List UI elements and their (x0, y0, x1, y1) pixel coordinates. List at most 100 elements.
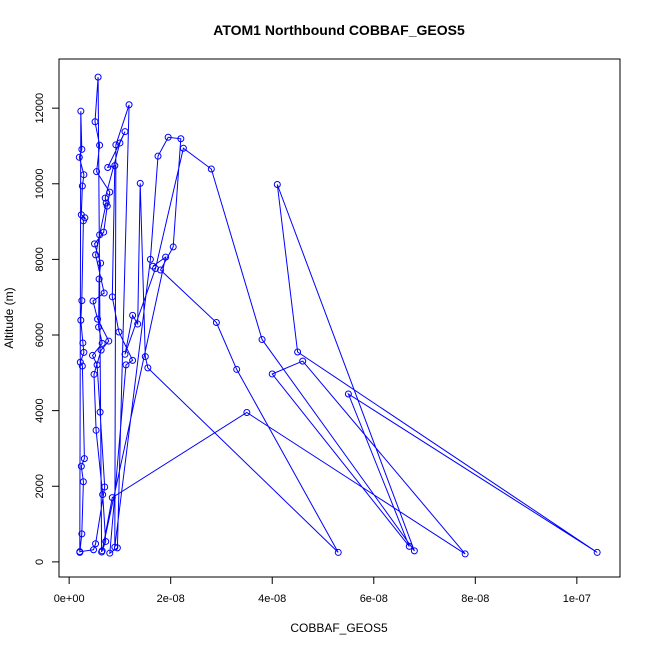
data-point (157, 266, 165, 274)
data-point (162, 253, 170, 261)
data-point (134, 320, 142, 328)
data-point (78, 182, 86, 190)
data-point (106, 188, 114, 196)
data-point (97, 346, 105, 354)
data-point (96, 231, 104, 239)
data-point (80, 455, 88, 463)
data-point (116, 139, 124, 147)
data-point (294, 348, 302, 356)
data-point (95, 323, 103, 331)
data-point (99, 491, 107, 499)
data-point (593, 548, 601, 556)
data-point (108, 293, 116, 301)
y-tick-label: 6000 (34, 323, 46, 347)
data-point (136, 179, 144, 187)
y-axis-title: Altitude (m) (2, 287, 16, 348)
y-tick-label: 8000 (34, 247, 46, 271)
data-point (115, 328, 123, 336)
data-point (111, 162, 119, 170)
data-point (90, 370, 98, 378)
data-point (212, 319, 220, 327)
data-point (410, 547, 418, 555)
data-point (112, 141, 120, 149)
data-point (149, 262, 157, 270)
data-point (154, 152, 162, 160)
data-point (102, 199, 110, 207)
data-point (111, 543, 119, 551)
data-point (299, 357, 307, 365)
data-point (77, 211, 85, 219)
data-point (77, 316, 85, 324)
data-point (75, 153, 83, 161)
data-point (108, 494, 116, 502)
data-point (93, 361, 101, 369)
data-point (102, 537, 110, 545)
data-point (121, 128, 129, 136)
data-point (78, 145, 86, 153)
x-tick-label: 6e-08 (360, 593, 388, 605)
data-point (79, 478, 87, 486)
data-point (129, 311, 137, 319)
data-point (164, 133, 172, 141)
data-point (76, 548, 84, 556)
y-tick-label: 10000 (34, 168, 46, 199)
data-point (97, 259, 105, 267)
data-point (89, 351, 97, 359)
data-point (92, 251, 100, 259)
data-point (344, 390, 352, 398)
data-point (177, 135, 185, 143)
y-tick-label: 2000 (34, 474, 46, 498)
data-point (77, 462, 85, 470)
data-point (92, 426, 100, 434)
x-axis: 0e+00 2e-08 4e-08 6e-08 8e-08 1e-07 (54, 576, 591, 605)
data-point (405, 542, 413, 550)
x-tick-label: 2e-08 (157, 593, 185, 605)
data-point (169, 243, 177, 251)
data-point (91, 240, 99, 248)
data-point (94, 315, 102, 323)
y-axis: 0 2000 4000 6000 8000 10000 12000 (34, 93, 60, 565)
data-point (76, 358, 84, 366)
data-point (78, 362, 86, 370)
data-point (98, 339, 106, 347)
data-point (101, 194, 109, 202)
data-point (98, 547, 106, 555)
data-point (125, 101, 133, 109)
series-line (78, 77, 598, 555)
data-point (268, 370, 276, 378)
y-tick-label: 0 (34, 559, 46, 565)
series-layer (75, 73, 601, 558)
data-point (146, 255, 154, 263)
data-point (90, 546, 98, 554)
data-point (105, 337, 113, 345)
y-tick-label: 4000 (34, 398, 46, 422)
data-point (80, 171, 88, 179)
data-point (273, 181, 281, 189)
data-point (122, 361, 130, 369)
data-point (94, 73, 102, 81)
data-point (93, 168, 101, 176)
data-point (91, 118, 99, 126)
data-point (243, 409, 251, 417)
data-point (78, 297, 86, 305)
chart-title: ATOM1 Northbound COBBAF_GEOS5 (213, 22, 465, 38)
data-point (92, 540, 100, 548)
data-point (129, 356, 137, 364)
data-point (334, 548, 342, 556)
data-point (144, 364, 152, 372)
data-point (100, 289, 108, 297)
data-point (104, 164, 112, 172)
data-point (79, 339, 87, 347)
data-point (141, 353, 149, 361)
data-point (101, 483, 109, 491)
data-point (461, 550, 469, 558)
data-point (80, 348, 88, 356)
data-point (121, 350, 129, 358)
data-point (95, 275, 103, 283)
x-tick-label: 0e+00 (54, 593, 85, 605)
y-tick-label: 12000 (34, 93, 46, 124)
x-tick-label: 1e-07 (563, 593, 591, 605)
data-point (258, 336, 266, 344)
data-point (77, 107, 85, 115)
